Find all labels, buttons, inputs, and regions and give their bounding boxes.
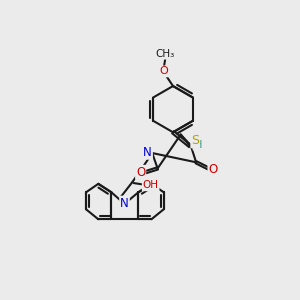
Text: N: N xyxy=(143,146,152,159)
Text: OH: OH xyxy=(143,180,159,190)
Text: S: S xyxy=(191,134,199,147)
Text: H: H xyxy=(194,140,202,150)
Text: CH₃: CH₃ xyxy=(156,49,175,59)
Text: O: O xyxy=(208,164,218,176)
Text: O: O xyxy=(136,166,145,179)
Text: N: N xyxy=(120,196,129,210)
Text: O: O xyxy=(159,66,168,76)
